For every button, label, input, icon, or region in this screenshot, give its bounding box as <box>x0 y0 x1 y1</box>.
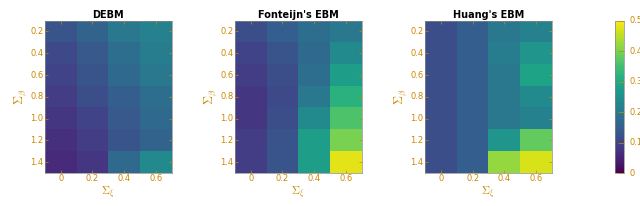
Y-axis label: $\Sigma_\beta$: $\Sigma_\beta$ <box>392 88 409 105</box>
Title: Fonteijn's EBM: Fonteijn's EBM <box>258 10 339 20</box>
Y-axis label: $\Sigma_\beta$: $\Sigma_\beta$ <box>12 88 29 105</box>
Title: Huang's EBM: Huang's EBM <box>453 10 524 20</box>
X-axis label: $\Sigma_\xi$: $\Sigma_\xi$ <box>101 185 115 201</box>
X-axis label: $\Sigma_\xi$: $\Sigma_\xi$ <box>481 185 495 201</box>
X-axis label: $\Sigma_\xi$: $\Sigma_\xi$ <box>291 185 305 201</box>
Y-axis label: $\Sigma_\beta$: $\Sigma_\beta$ <box>202 88 219 105</box>
Title: DEBM: DEBM <box>92 10 124 20</box>
